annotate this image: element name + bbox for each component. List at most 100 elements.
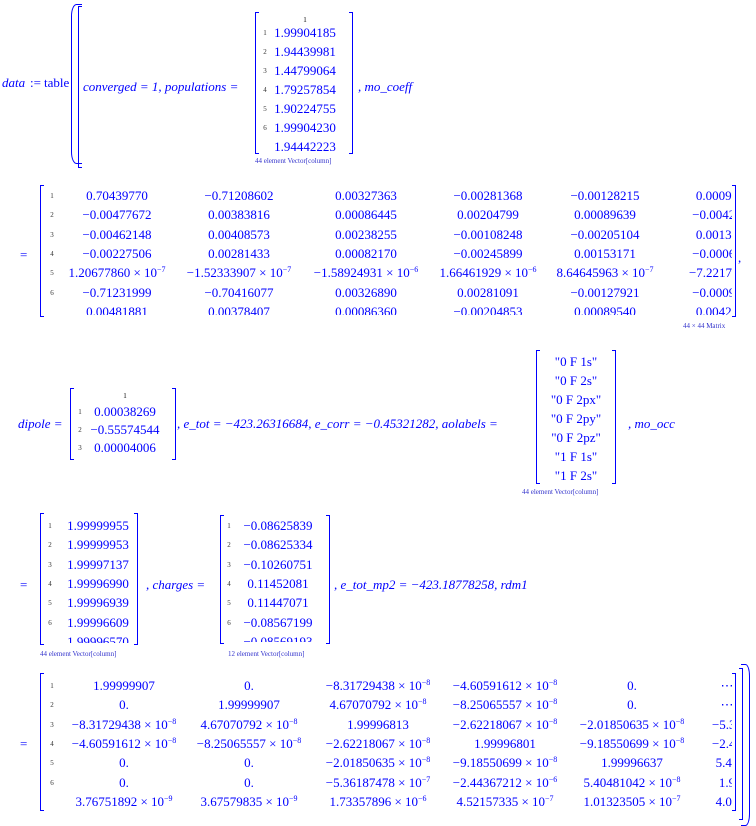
matrix-cell: 0.00425: [695, 303, 732, 315]
matrix-cell: 0.70439770: [86, 188, 148, 203]
matrix-cell: 0.: [244, 774, 254, 790]
matrix-cell: −8.25065557 × 10−8: [452, 697, 558, 713]
matrix-cell: −4.60591612 × 10−8: [452, 677, 558, 694]
equals-sign: =: [20, 577, 28, 592]
matrix-cell: −1.52333907 × 10−7: [186, 265, 292, 281]
column-index: 1: [123, 392, 127, 400]
matrix-cell: "0 F 2pz": [551, 430, 601, 445]
row-index: 4: [50, 739, 54, 748]
matrix-cell: 1.99996813: [347, 716, 409, 732]
row-index: 2: [78, 426, 82, 434]
matrix-cell: 0.00204799: [457, 207, 519, 223]
matrix-cell: 0.00004006: [94, 440, 156, 455]
populations-caption: 44 element Vector[column]: [255, 157, 332, 165]
matrix-cell: 1.66461929 × 10−6: [439, 265, 537, 281]
row-index: 1: [50, 192, 54, 200]
left-bracket: [40, 185, 44, 317]
matrix-cell: −0.08625839: [243, 518, 313, 533]
left-bracket: [536, 350, 540, 484]
matrix-cell: 1.99996990: [67, 575, 129, 591]
matrix-cell: 3.67579835 × 10−9: [200, 793, 298, 809]
row-index: 6: [48, 618, 52, 627]
matrix-cell: −0.08569193: [243, 633, 313, 642]
row-index: 6: [263, 124, 267, 132]
matrix-cell: 0.: [244, 755, 254, 771]
matrix-cell: −0.00462148: [82, 226, 152, 242]
matrix-cell: 0.00086360: [335, 303, 397, 315]
right-bracket: [732, 673, 736, 811]
dipole-label: dipole =: [18, 416, 63, 431]
row-index: 3: [48, 560, 52, 569]
right-bracket: [349, 12, 353, 154]
left-bracket: [220, 515, 224, 644]
matrix-cell: 1.99999955: [67, 518, 129, 533]
open-paren: [71, 4, 82, 164]
row-index: 4: [263, 86, 267, 94]
matrix-cell: −0.00127921: [570, 284, 640, 300]
mo-occ-label: , mo_occ: [628, 416, 675, 431]
table-function: table: [44, 75, 70, 90]
right-bracket: [134, 513, 138, 645]
matrix-cell: 1.99999907: [218, 697, 280, 713]
matrix-cell: 1.94442223: [274, 139, 336, 152]
matrix-cell: −0.00245899: [453, 245, 523, 261]
mo-coeff-caption: 44 × 44 Matrix: [683, 322, 726, 330]
matrix-cell: 1.79257854: [274, 82, 336, 97]
matrix-cell: "0 F 2py": [550, 411, 602, 426]
matrix-cell: −0.00204853: [453, 303, 523, 315]
matrix-cell: 0.: [119, 755, 129, 771]
matrix-cell: 1.44799064: [274, 63, 336, 78]
row-index: 2: [227, 541, 231, 550]
matrix-cell: 1.20677860 × 10−7: [68, 265, 166, 281]
left-bracket: [40, 513, 44, 645]
row-index: 3: [227, 560, 231, 569]
matrix-cell: 4.52157335 × 10−7: [456, 793, 554, 809]
matrix-cell: −0.08625334: [243, 537, 313, 553]
column-index: 1: [303, 16, 307, 24]
matrix-cell: 0.: [627, 697, 637, 713]
energy-text: , e_tot = −423.26316684, e_corr = −0.453…: [177, 416, 498, 431]
row-index: 3: [50, 230, 54, 239]
row-index: 5: [48, 599, 52, 608]
row-index: 6: [227, 618, 231, 627]
matrix-cell: 1.99996609: [67, 614, 129, 630]
assign-operator: :=: [30, 75, 41, 90]
mo-coeff-label: , mo_coeff: [358, 79, 413, 94]
matrix-cell: −0.08567199: [243, 614, 313, 630]
matrix-cell: "0 F 2px": [550, 392, 602, 407]
row-index: 5: [50, 759, 54, 768]
mp2-text: , e_tot_mp2 = −423.18778258, rdm1: [334, 577, 528, 592]
matrix-cell: 4.01: [715, 793, 732, 809]
equals-sign: =: [20, 247, 28, 262]
matrix-cell: −0.55574544: [90, 422, 160, 437]
data-variable: data: [2, 75, 26, 90]
left-bracket: [40, 673, 44, 811]
right-bracket: [172, 388, 176, 460]
matrix-cell: −4.60591612 × 10−8: [71, 735, 177, 752]
matrix-cell: −2.44: [711, 735, 732, 751]
matrix-cell: −0.00281368: [453, 188, 523, 203]
close-paren: [741, 664, 750, 826]
matrix-cell: 0.00238255: [335, 226, 397, 242]
matrix-cell: 0.00408573: [208, 226, 270, 242]
row-index: 4: [48, 579, 52, 588]
matrix-cell: 1.99999907: [93, 678, 155, 693]
row-index: 2: [50, 701, 54, 710]
right-bracket: [612, 350, 616, 484]
row-index: 6: [50, 778, 54, 787]
row-index: 2: [263, 48, 267, 56]
left-bracket: [255, 12, 259, 154]
matrix-cell: 0.: [119, 697, 129, 713]
matrix-cell: 5.40481042 × 10−8: [583, 774, 681, 790]
matrix-cell: 0.00378407: [208, 303, 270, 315]
matrix-cell: −0.71231999: [82, 284, 152, 300]
matrix-cell: −8.31729438 × 10−8: [71, 716, 177, 732]
matrix-cell: −2.44367212 × 10−6: [452, 774, 558, 790]
matrix-cell: 1.99997137: [67, 556, 129, 572]
row-index: 1: [227, 522, 231, 530]
matrix-cell: −0.00066: [692, 245, 732, 261]
matrix-cell: 0.00281433: [208, 245, 270, 261]
matrix-cell: 0.00082170: [335, 245, 397, 261]
row-index: 4: [227, 579, 231, 588]
matrix-cell: 1.99904230: [274, 120, 336, 135]
